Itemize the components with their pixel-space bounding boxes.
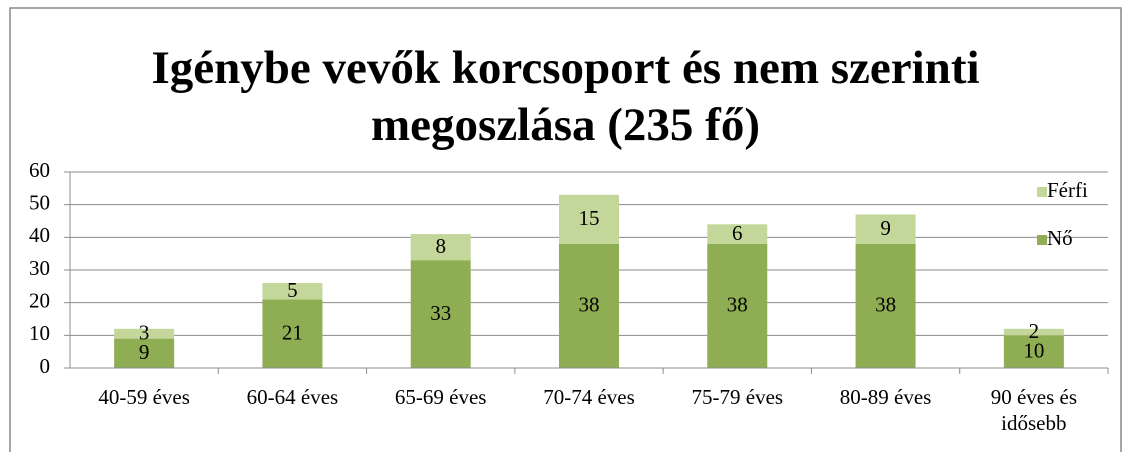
data-label: 33	[430, 301, 451, 325]
x-tick-label: 40-59 éves	[98, 385, 190, 409]
y-tick-label: 30	[29, 256, 50, 280]
legend-label: Férfi	[1047, 178, 1088, 202]
bar-segment	[707, 224, 768, 244]
data-label: 21	[282, 321, 303, 345]
data-label: 8	[435, 234, 446, 258]
data-label: 2	[1029, 319, 1040, 343]
legend-label: Nő	[1047, 226, 1073, 250]
y-tick-label: 60	[29, 158, 50, 182]
x-tick-label: 75-79 éves	[691, 385, 784, 409]
bar-segment	[262, 283, 323, 300]
x-tick-label: 70-74 éves	[543, 385, 635, 409]
bar-segment	[855, 243, 916, 368]
data-label: 9	[880, 216, 891, 240]
data-label: 6	[732, 221, 743, 245]
chart-title: Igénybe vevők korcsoport és nem szerinti…	[151, 42, 980, 151]
bar-segment	[410, 260, 471, 368]
y-tick-label: 40	[29, 223, 50, 247]
bar-segment	[410, 234, 471, 261]
bar-segment	[262, 299, 323, 368]
x-tick-label: 90 éves és idősebb	[990, 385, 1077, 435]
legend-swatch	[1037, 235, 1047, 245]
x-tick-label: 80-89 éves	[839, 385, 932, 409]
data-label: 10	[1023, 338, 1044, 362]
data-label: 38	[579, 293, 600, 317]
bar-segment	[707, 243, 768, 368]
data-label: 15	[579, 206, 600, 230]
data-label: 38	[875, 293, 896, 317]
y-tick-label: 20	[29, 288, 50, 312]
bar-segment	[1003, 328, 1064, 336]
legend-swatch	[1037, 187, 1047, 197]
bar-segment	[1003, 335, 1064, 368]
x-tick-label: 65-69 éves	[394, 385, 487, 409]
title-box: Igénybe vevők korcsoport és nem szerinti…	[0, 40, 1131, 154]
data-label: 3	[139, 321, 150, 345]
y-tick-label: 0	[40, 354, 51, 378]
chart-frame	[9, 7, 1122, 452]
bar-segment	[559, 194, 619, 244]
bar-segment	[114, 328, 175, 339]
bar-segment	[855, 214, 916, 244]
data-label: 5	[287, 278, 298, 302]
data-label: 9	[139, 340, 150, 364]
bar-segment	[114, 338, 175, 368]
bar-segment	[559, 243, 619, 368]
y-tick-label: 50	[29, 190, 50, 214]
data-label: 38	[727, 293, 748, 317]
y-tick-label: 10	[29, 321, 50, 345]
x-tick-label: 60-64 éves	[246, 385, 339, 409]
